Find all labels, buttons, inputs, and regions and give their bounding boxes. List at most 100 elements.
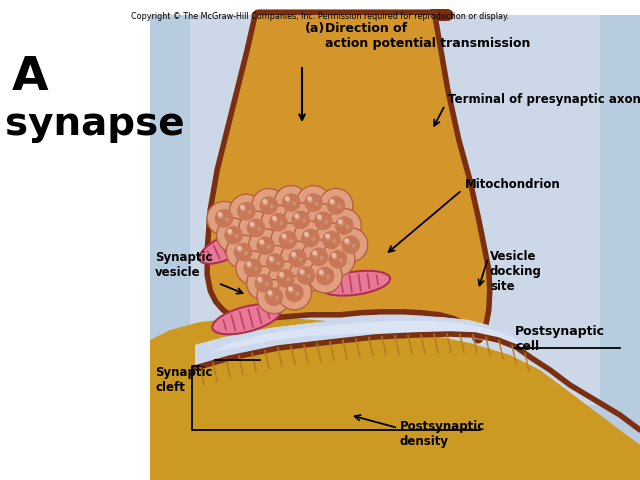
Ellipse shape (317, 216, 323, 221)
Ellipse shape (246, 261, 252, 266)
Text: Synaptic
vesicle: Synaptic vesicle (155, 251, 212, 279)
Ellipse shape (218, 212, 223, 217)
Ellipse shape (226, 235, 260, 269)
Ellipse shape (291, 211, 310, 229)
Ellipse shape (274, 186, 308, 219)
Ellipse shape (319, 189, 353, 222)
Ellipse shape (301, 229, 320, 247)
Ellipse shape (261, 205, 296, 239)
Ellipse shape (330, 201, 335, 206)
Polygon shape (210, 15, 487, 338)
Ellipse shape (248, 210, 252, 214)
Ellipse shape (313, 252, 318, 257)
Ellipse shape (300, 271, 305, 276)
Ellipse shape (305, 234, 310, 239)
Text: Direction of
action potential transmission: Direction of action potential transmissi… (325, 22, 531, 50)
Ellipse shape (258, 279, 263, 284)
Ellipse shape (280, 241, 315, 275)
Ellipse shape (235, 234, 239, 238)
Ellipse shape (237, 202, 256, 220)
Ellipse shape (277, 276, 312, 310)
Ellipse shape (278, 231, 298, 249)
Ellipse shape (339, 258, 343, 262)
Ellipse shape (292, 202, 296, 205)
Ellipse shape (280, 274, 285, 279)
Ellipse shape (225, 217, 229, 221)
Text: synapse: synapse (5, 105, 184, 143)
Ellipse shape (227, 228, 232, 234)
Ellipse shape (243, 259, 262, 277)
Text: (a): (a) (305, 22, 325, 35)
Ellipse shape (352, 244, 356, 248)
Ellipse shape (216, 218, 251, 252)
Ellipse shape (271, 223, 305, 257)
Ellipse shape (266, 253, 285, 272)
Ellipse shape (264, 288, 284, 306)
Ellipse shape (212, 304, 280, 334)
Ellipse shape (269, 213, 288, 231)
Ellipse shape (257, 227, 261, 231)
Ellipse shape (293, 221, 328, 255)
Ellipse shape (282, 236, 287, 240)
Ellipse shape (309, 248, 328, 266)
Text: Vesicle
docking
site: Vesicle docking site (490, 250, 542, 293)
Ellipse shape (276, 269, 295, 288)
Ellipse shape (324, 220, 328, 224)
Ellipse shape (214, 209, 234, 228)
Ellipse shape (314, 223, 349, 257)
Text: A: A (12, 55, 49, 100)
Polygon shape (210, 15, 487, 338)
Ellipse shape (269, 258, 275, 263)
Ellipse shape (268, 290, 273, 295)
Ellipse shape (317, 214, 322, 219)
Ellipse shape (346, 225, 349, 228)
Ellipse shape (300, 269, 305, 274)
Ellipse shape (332, 255, 337, 260)
Ellipse shape (256, 237, 275, 255)
Ellipse shape (254, 274, 273, 292)
Ellipse shape (250, 221, 255, 227)
Ellipse shape (250, 224, 255, 228)
Ellipse shape (308, 198, 313, 203)
Ellipse shape (315, 202, 319, 205)
Ellipse shape (304, 231, 309, 237)
Polygon shape (195, 316, 528, 368)
Ellipse shape (240, 204, 245, 210)
Ellipse shape (302, 219, 306, 223)
Text: Synaptic
cleft: Synaptic cleft (155, 366, 212, 394)
Ellipse shape (265, 282, 269, 286)
Text: Terminal of presynaptic axon: Terminal of presynaptic axon (448, 94, 640, 107)
Ellipse shape (282, 193, 301, 212)
Ellipse shape (257, 276, 262, 282)
Ellipse shape (289, 259, 323, 292)
Ellipse shape (270, 204, 274, 208)
Ellipse shape (229, 194, 264, 228)
Ellipse shape (307, 275, 311, 278)
Ellipse shape (273, 218, 278, 223)
Ellipse shape (328, 250, 348, 268)
Ellipse shape (272, 216, 277, 221)
Ellipse shape (268, 292, 273, 297)
Ellipse shape (237, 248, 243, 252)
Ellipse shape (284, 203, 318, 237)
Ellipse shape (246, 266, 281, 300)
Ellipse shape (326, 196, 346, 215)
Polygon shape (150, 318, 640, 480)
Ellipse shape (326, 236, 331, 240)
Text: Mitochondrion: Mitochondrion (465, 179, 561, 192)
Ellipse shape (333, 228, 368, 262)
Ellipse shape (326, 275, 330, 279)
Ellipse shape (319, 269, 324, 275)
Ellipse shape (320, 256, 324, 260)
Bar (190, 15, 600, 405)
Ellipse shape (285, 198, 291, 203)
Ellipse shape (239, 211, 273, 245)
Ellipse shape (285, 196, 290, 201)
Ellipse shape (218, 214, 223, 219)
Ellipse shape (339, 221, 344, 226)
Ellipse shape (344, 238, 349, 243)
Ellipse shape (236, 251, 270, 285)
Ellipse shape (276, 262, 280, 265)
Ellipse shape (241, 207, 246, 212)
Ellipse shape (262, 199, 268, 204)
